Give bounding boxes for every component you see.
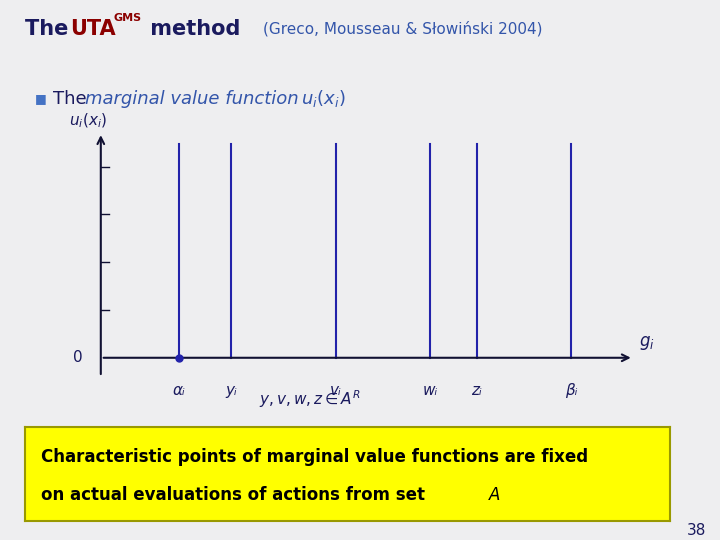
Text: UTA: UTA xyxy=(71,19,116,39)
Text: βᵢ: βᵢ xyxy=(564,383,577,397)
Text: $y, v, w, z{\in}A^R$: $y, v, w, z{\in}A^R$ xyxy=(258,388,361,410)
Text: The: The xyxy=(53,90,92,108)
Text: $u_i(x_i)$: $u_i(x_i)$ xyxy=(69,112,107,130)
Text: method: method xyxy=(143,19,240,39)
Text: zᵢ: zᵢ xyxy=(472,383,482,397)
Text: 38: 38 xyxy=(687,523,706,538)
Text: on actual evaluations of actions from set: on actual evaluations of actions from se… xyxy=(41,485,431,504)
Text: The: The xyxy=(25,19,76,39)
Text: $u_i(x_i)$: $u_i(x_i)$ xyxy=(301,89,346,110)
Text: vᵢ: vᵢ xyxy=(330,383,342,397)
Text: yᵢ: yᵢ xyxy=(225,383,238,397)
Text: ■: ■ xyxy=(35,92,46,105)
Text: marginal value function: marginal value function xyxy=(85,90,305,108)
Text: (Greco, Mousseau & Słowiński 2004): (Greco, Mousseau & Słowiński 2004) xyxy=(263,22,542,37)
Text: $g_i$: $g_i$ xyxy=(639,334,654,352)
Text: $A$: $A$ xyxy=(488,485,501,504)
Text: Characteristic points of marginal value functions are fixed: Characteristic points of marginal value … xyxy=(41,448,588,466)
Text: αᵢ: αᵢ xyxy=(173,383,186,397)
Text: GMS: GMS xyxy=(114,13,142,23)
Text: 0: 0 xyxy=(73,350,83,365)
Text: wᵢ: wᵢ xyxy=(422,383,438,397)
